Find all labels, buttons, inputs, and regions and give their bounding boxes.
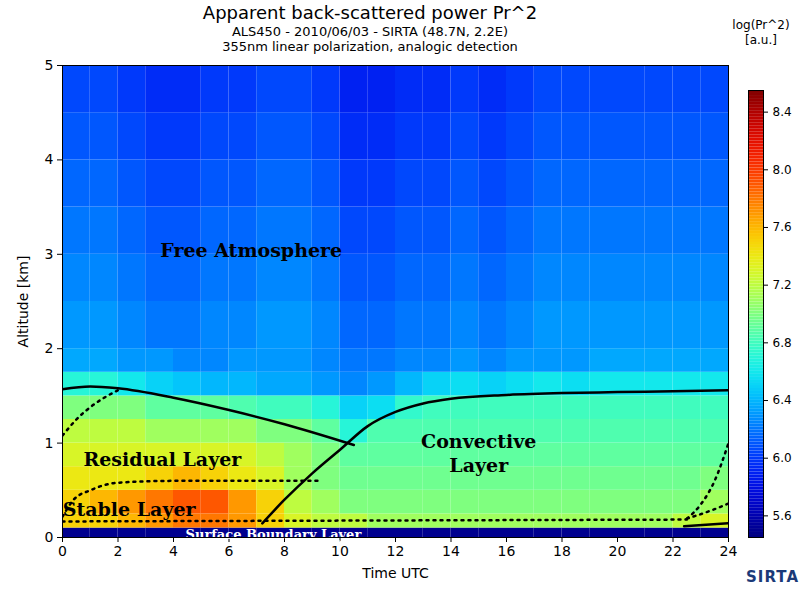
svg-text:Stable Layer: Stable Layer xyxy=(63,498,197,520)
svg-text:6: 6 xyxy=(225,543,234,559)
svg-text:2: 2 xyxy=(114,543,123,559)
svg-text:6.0: 6.0 xyxy=(773,451,792,465)
svg-text:18: 18 xyxy=(553,543,571,559)
svg-text:2: 2 xyxy=(45,340,54,356)
svg-text:6.8: 6.8 xyxy=(773,336,792,350)
svg-text:5: 5 xyxy=(45,57,54,73)
svg-text:24: 24 xyxy=(720,543,738,559)
svg-text:4: 4 xyxy=(169,543,178,559)
html-text:ALS450 - 2010/06/03 - SIRTA (4: ALS450 - 2010/06/03 - SIRTA (48.7N, 2.2E… xyxy=(231,24,509,39)
svg-text:16: 16 xyxy=(498,543,516,559)
svg-text:Altitude [km]: Altitude [km] xyxy=(15,256,31,348)
svg-text:14: 14 xyxy=(442,543,460,559)
svg-text:7.6: 7.6 xyxy=(773,220,792,234)
svg-text:Residual Layer: Residual Layer xyxy=(83,448,242,470)
svg-text:8.0: 8.0 xyxy=(773,163,792,177)
svg-text:6.4: 6.4 xyxy=(773,393,792,407)
svg-text:12: 12 xyxy=(387,543,405,559)
html-text:log(Pr^2): log(Pr^2) xyxy=(732,18,790,32)
svg-text:3: 3 xyxy=(45,246,54,262)
svg-text:5.6: 5.6 xyxy=(773,509,792,523)
svg-text:0: 0 xyxy=(45,529,54,545)
svg-text:ConvectiveLayer: ConvectiveLayer xyxy=(421,430,536,476)
svg-text:7.2: 7.2 xyxy=(773,278,792,292)
svg-text:1: 1 xyxy=(45,435,54,451)
svg-text:8: 8 xyxy=(280,543,289,559)
svg-text:8.4: 8.4 xyxy=(773,105,792,119)
svg-text:22: 22 xyxy=(664,543,682,559)
html-text:Apparent back-scattered power: Apparent back-scattered power Pr^2 xyxy=(202,2,538,23)
html-text:SIRTA: SIRTA xyxy=(746,568,799,586)
svg-text:10: 10 xyxy=(331,543,349,559)
svg-text:Free Atmosphere: Free Atmosphere xyxy=(160,239,342,261)
svg-text:Surface Boundary Layer: Surface Boundary Layer xyxy=(186,527,362,542)
html-text:355nm linear polarization, ana: 355nm linear polarization, analogic dete… xyxy=(222,39,518,54)
html-text:[a.u.]: [a.u.] xyxy=(745,33,777,47)
svg-text:0: 0 xyxy=(58,543,67,559)
svg-text:Time UTC: Time UTC xyxy=(361,565,429,581)
svg-text:4: 4 xyxy=(45,151,54,167)
svg-text:20: 20 xyxy=(609,543,627,559)
